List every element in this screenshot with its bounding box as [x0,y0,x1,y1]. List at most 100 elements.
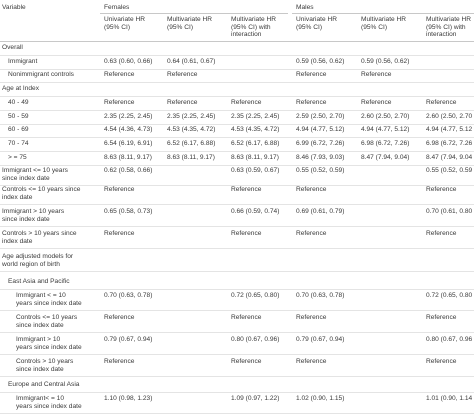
header-rule [0,41,474,42]
column-header-text: (95% CI) [361,23,388,31]
table-cell: 0.63 (0.60, 0.66) [104,58,153,65]
table-cell: 0.80 (0.67, 0.96 [426,336,473,343]
table-cell: 2.60 (2.50, 2.70 [426,113,473,120]
table-cell: 2.35 (2.25, 2.45) [231,113,280,120]
table-cell: Reference [426,358,457,365]
table-cell: Reference [231,230,262,237]
table-cell: 0.55 (0.52, 0.59 [426,167,473,174]
table-cell: 0.66 (0.59, 0.74) [231,208,280,215]
table-cell: 6.99 (6.72, 7.26) [296,140,345,147]
table-cell: 1.10 (0.98, 1.23) [104,395,153,402]
table-cell: 0.70 (0.61, 0.80 [426,208,473,215]
row-divider [0,150,474,152]
row-label-line: world region of birth [2,260,60,268]
table-cell: 0.79 (0.67, 0.94) [296,336,345,343]
table-cell: Reference [296,99,327,106]
row-label-line: Age at Index [2,85,40,92]
row-divider [0,185,474,187]
row-label-line: years since index date [16,299,82,307]
row-label-line: index date [2,193,33,201]
table-cell: Reference [104,358,135,365]
column-header-text: (95% CI) with [426,23,466,31]
row-label-line: since index date [2,174,50,182]
column-header-text: interaction [231,31,262,39]
table-cell: 0.79 (0.67, 0.94) [104,336,153,343]
header-females: Females [104,4,130,11]
table-cell: Reference [231,358,262,365]
table-cell: 4.94 (4.77, 5.12) [296,126,345,133]
females-underline [100,13,288,14]
column-header-text: (95% CI) with [231,23,271,31]
table-cell: 4.94 (4.77, 5.12 [426,126,473,133]
row-divider [0,123,474,125]
table-cell: 0.62 (0.58, 0.66) [104,167,153,174]
column-header-text: (95% CI) [296,23,323,31]
table-cell: Reference [167,71,198,78]
table-cell: Reference [361,99,392,106]
table-cell: Reference [426,186,457,193]
column-header-text: (95% CI) [167,23,194,31]
column-header-text: Multivariate HR [167,16,213,23]
row-divider [0,54,474,56]
row-label-line: Age adjusted models for [2,253,74,260]
column-header-text: Univariate HR [296,16,338,23]
table-cell: Reference [426,314,457,321]
row-label-line: Controls > 10 years since [2,230,77,237]
row-label-line: 50 - 59 [8,113,29,120]
row-divider [0,136,474,138]
table-cell: 0.80 (0.67, 0.96) [231,336,280,343]
table-cell: 6.98 (6.72, 7.26) [361,140,410,147]
table-cell: Reference [296,186,327,193]
table-cell: 8.63 (8.11, 9.17) [104,154,152,161]
column-header-text: Multivariate HR [361,16,407,23]
row-divider [0,354,474,356]
table-cell: 6.52 (6.17, 6.88) [167,140,216,147]
row-divider [0,332,474,334]
header-variable: Variable [2,4,26,11]
males-underline [292,13,474,14]
row-label-line: Controls <= 10 years [16,314,78,321]
table-cell: 1.02 (0.90, 1.15) [296,395,345,402]
row-divider [0,164,474,166]
row-divider [0,310,474,312]
row-label-line: Immigrant <= 10 years [2,167,68,174]
row-divider [0,204,474,206]
table-cell: 2.35 (2.25, 2.45) [104,113,153,120]
header-males: Males [296,4,314,11]
row-label-line: Nonimmigrant controls [8,71,74,78]
row-label-line: since index date [16,365,64,373]
table-cell: Reference [296,230,327,237]
table-cell: 1.01 (0.90, 1.14 [426,395,473,402]
table-cell: Reference [296,71,327,78]
row-divider [0,391,474,393]
row-divider [0,376,474,378]
row-label-line: Immigrant< = 10 [16,395,65,402]
row-label-line: since index date [2,215,50,223]
row-divider [0,226,474,228]
table-cell: 8.47 (7.94, 9.04) [361,154,410,161]
table-cell: Reference [231,314,262,321]
table-cell: Reference [296,358,327,365]
table-cell: 8.46 (7.93, 9.03) [296,154,345,161]
row-label-line: Immigrant > 10 years [2,208,65,215]
row-label-line: Immigrant > 10 [16,336,61,343]
table-cell: 4.94 (4.77, 5.12) [361,126,410,133]
row-label-line: Overall [2,44,23,51]
table-cell: Reference [231,99,262,106]
table-cell: 8.63 (8.11, 9.17) [231,154,279,161]
table-cell: Reference [361,71,392,78]
table-cell: 4.53 (4.35, 4.72) [167,126,216,133]
table-cell: Reference [104,314,135,321]
table-cell: Reference [104,71,135,78]
column-header-text: Multivariate HR [231,16,277,23]
row-label-line: 60 - 69 [8,126,29,133]
table-cell: 0.59 (0.56, 0.62) [361,58,410,65]
table-cell: Reference [296,314,327,321]
table-cell: 2.35 (2.25, 2.45) [167,113,216,120]
table-cell: 6.98 (6.72, 7.26 [426,140,473,147]
row-label-line: > = 75 [8,154,27,161]
row-label-line: years since index date [16,343,82,351]
row-divider [0,109,474,111]
table-cell: 1.09 (0.97, 1.22) [231,395,280,402]
row-label-line: East Asia and Pacific [8,278,70,285]
